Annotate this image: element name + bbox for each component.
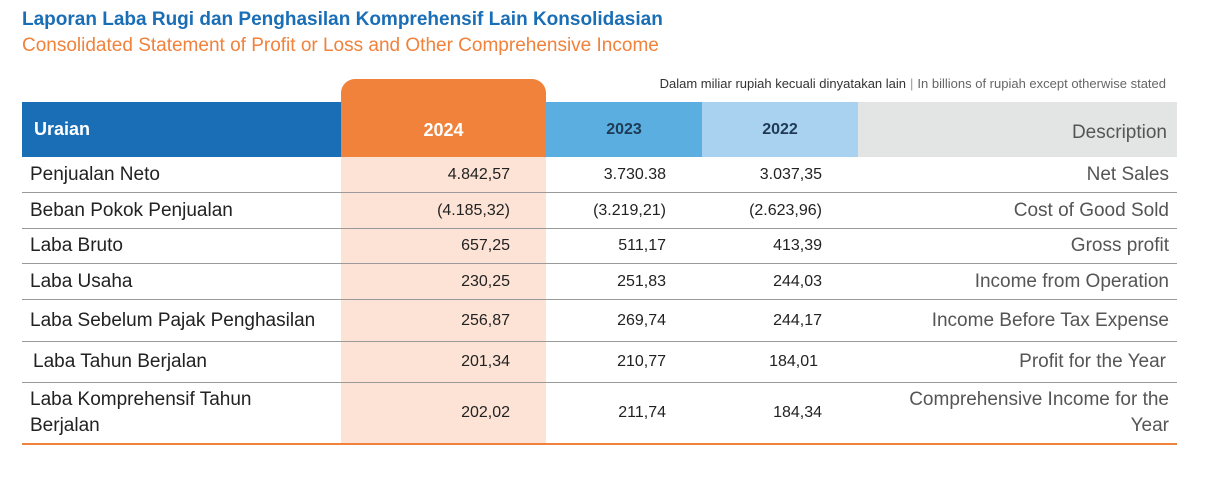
value-2024: 230,25 xyxy=(461,272,510,290)
value-2023: 3.730.38 xyxy=(603,165,666,183)
table-row-comprehensive-income: Laba Komprehensif Tahun Berjalan 202,02 … xyxy=(22,383,1177,445)
row-description: Income Before Tax Expense xyxy=(931,309,1169,331)
table-row-gross-profit: Laba Bruto 657,25 511,17 413,39 Gross pr… xyxy=(22,229,1177,264)
row-label: Beban Pokok Penjualan xyxy=(30,199,233,221)
unit-note: Dalam miliar rupiah kecuali dinyatakan l… xyxy=(660,76,1166,91)
table-row-net-sales: Penjualan Neto 4.842,57 3.730.38 3.037,3… xyxy=(22,157,1177,193)
value-2023: 211,74 xyxy=(618,404,666,421)
column-2024-highlight xyxy=(341,157,546,444)
row-description: Cost of Good Sold xyxy=(1013,199,1169,221)
unit-note-indonesian: Dalam miliar rupiah kecuali dinyatakan l… xyxy=(659,76,907,91)
value-2022: 184,34 xyxy=(773,404,822,421)
value-2024: 4.842,57 xyxy=(447,165,510,183)
row-label: Laba Bruto xyxy=(30,235,123,256)
table-row-income-before-tax: Laba Sebelum Pajak Penghasilan 256,87 26… xyxy=(22,300,1177,342)
header-year-2024: 2024 xyxy=(341,79,546,157)
header-year-2022: 2022 xyxy=(702,102,858,157)
value-2022: 3.037,35 xyxy=(759,165,822,183)
row-description: Income from Operation xyxy=(974,270,1169,292)
value-2022: 413,39 xyxy=(773,237,822,254)
unit-note-english: In billions of rupiah except otherwise s… xyxy=(917,76,1166,91)
row-label: Laba Komprehensif Tahun Berjalan xyxy=(30,389,252,436)
value-2022: 184,01 xyxy=(769,353,818,370)
row-label: Laba Sebelum Pajak Penghasilan xyxy=(30,309,316,331)
row-description: Net Sales xyxy=(1086,163,1169,185)
row-description: Profit for the Year xyxy=(1019,351,1166,372)
value-2024: 256,87 xyxy=(461,311,510,329)
report-title-indonesian: Laporan Laba Rugi dan Penghasilan Kompre… xyxy=(22,9,663,30)
table-row-profit-for-the-year: Laba Tahun Berjalan 201,34 210,77 184,01… xyxy=(22,342,1177,383)
table-row-income-from-operation: Laba Usaha 230,25 251,83 244,03 Income f… xyxy=(22,264,1177,300)
value-2023: (3.219,21) xyxy=(593,201,666,219)
value-2023: 269,74 xyxy=(617,311,666,329)
value-2024: 657,25 xyxy=(461,237,510,254)
row-label: Laba Tahun Berjalan xyxy=(33,351,207,372)
value-2022: 244,17 xyxy=(773,311,822,329)
value-2022: (2.623,96) xyxy=(749,201,822,219)
value-2023: 251,83 xyxy=(617,272,666,290)
value-2022: 244,03 xyxy=(773,272,822,290)
header-description: Description xyxy=(858,102,1177,157)
row-description: Gross profit xyxy=(1070,235,1169,256)
header-uraian: Uraian xyxy=(22,102,341,157)
value-2023: 210,77 xyxy=(617,353,666,370)
row-description: Comprehensive Income for the Year xyxy=(909,389,1169,436)
value-2024: 201,34 xyxy=(461,353,510,370)
value-2023: 511,17 xyxy=(618,237,666,254)
row-label: Laba Usaha xyxy=(30,270,133,292)
header-year-2023: 2023 xyxy=(546,102,702,157)
value-2024: 202,02 xyxy=(461,404,510,421)
row-label: Penjualan Neto xyxy=(30,163,160,185)
value-2024: (4.185,32) xyxy=(437,201,510,219)
report-title-english: Consolidated Statement of Profit or Loss… xyxy=(22,35,659,56)
table-row-cost-of-goods-sold: Beban Pokok Penjualan (4.185,32) (3.219,… xyxy=(22,193,1177,229)
unit-note-separator: | xyxy=(910,76,914,91)
